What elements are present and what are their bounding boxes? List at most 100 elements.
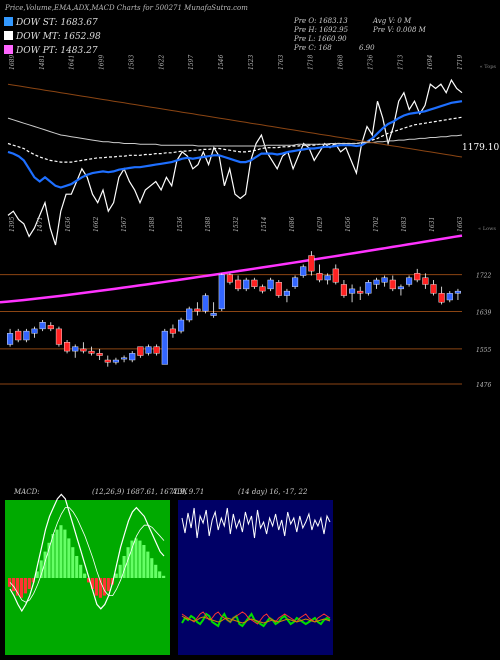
- upper-series-line-4: [7, 83, 463, 158]
- bottom-tick-label: 1567: [121, 217, 128, 232]
- candle-up: [202, 295, 209, 312]
- top-tick-label: 1546: [218, 55, 225, 70]
- macd-histogram-bar: [94, 578, 99, 596]
- candle-up: [373, 279, 380, 285]
- candle-down: [226, 274, 233, 283]
- macd-histogram-bar: [130, 540, 134, 578]
- top-tick-label: 1641: [69, 55, 76, 70]
- adx-title: ADX: [171, 488, 189, 496]
- macd-histogram-bar: [79, 564, 83, 578]
- macd-histogram-bar: [63, 529, 67, 578]
- top-tick-label: 1481: [39, 55, 46, 70]
- bottom-tick-label: 1686: [289, 217, 296, 232]
- adx-line-3: [181, 615, 331, 624]
- macd-histogram-bar: [122, 556, 126, 578]
- candle-down: [169, 328, 176, 334]
- upper-price-chart: « Tops « Lows 1179.10 1689 1481 1641 1699 15…: [7, 55, 499, 246]
- bottom-tick-label: 1683: [401, 217, 408, 232]
- macd-histogram-bar: [146, 551, 150, 578]
- candle-up: [349, 288, 356, 294]
- macd-histogram-bar: [15, 578, 20, 596]
- adx-panel: [178, 500, 333, 655]
- top-tick-label: 1713: [397, 55, 404, 70]
- avg-volume: Avg V: 0 M: [372, 17, 412, 25]
- chart-title: Price,Volume,EMA,ADX,MACD Charts for 500…: [4, 4, 248, 12]
- candle-down: [47, 325, 54, 330]
- macd-histogram-bar: [126, 547, 130, 578]
- macd-histogram-bar: [118, 564, 122, 578]
- macd-params: (12,26,9) 1687.61, 1677.9, 9.71: [92, 488, 204, 496]
- top-tick-label: 1597: [188, 55, 195, 70]
- macd-signal-line: [9, 507, 165, 603]
- candle-down: [137, 346, 144, 356]
- candle-up: [23, 330, 30, 341]
- candle-down: [88, 350, 95, 354]
- candle-up: [161, 330, 168, 365]
- top-tick-label: 1689: [9, 55, 16, 70]
- macd-histogram-bar: [71, 547, 75, 578]
- legend-pt: DOW PT: 1483.27: [15, 46, 98, 56]
- candle-up: [324, 275, 331, 281]
- candle-down: [80, 348, 87, 352]
- top-tick-label: 1668: [338, 55, 345, 70]
- macd-histogram-bar: [102, 578, 106, 596]
- bottom-tick-label: 1536: [177, 217, 184, 232]
- candle-down: [438, 293, 445, 303]
- macd-histogram-bar: [35, 571, 39, 578]
- candle-down: [251, 279, 258, 287]
- candle-up: [145, 346, 152, 354]
- bottom-tick-label: 1663: [457, 217, 464, 232]
- level-label: 1476: [476, 382, 491, 389]
- candle-down: [64, 342, 71, 352]
- candle-down: [96, 353, 103, 356]
- candle-down: [414, 273, 421, 281]
- right-value-label: 1179.10: [462, 143, 499, 153]
- pre-volume: Pre V: 0.008 M: [372, 26, 427, 34]
- bottom-tick-label: 1656: [345, 217, 352, 232]
- pre-high: Pre H: 1692.95: [293, 26, 349, 34]
- legend-swatch-st: [4, 17, 13, 26]
- pre-low: Pre L: 1660.90: [293, 35, 347, 43]
- macd-histogram-bar: [138, 540, 142, 578]
- candle-up: [300, 266, 307, 276]
- candle-down: [340, 284, 347, 296]
- bottom-tick-label: 1395: [9, 217, 16, 232]
- candle-down: [104, 359, 111, 363]
- macd-histogram-bar: [55, 529, 59, 578]
- legend-mt: DOW MT: 1652.98: [15, 32, 101, 42]
- candle-down: [430, 284, 437, 294]
- bottom-tick-label: 1631: [429, 217, 436, 232]
- candle-up: [218, 274, 225, 310]
- macd-histogram-bar: [39, 560, 43, 578]
- macd-histogram-bar: [142, 545, 146, 578]
- candle-down: [153, 346, 160, 354]
- upper-series-line-1: [7, 100, 463, 189]
- top-tick-label: 1622: [158, 55, 165, 70]
- top-tick-label: 1719: [457, 55, 464, 70]
- bottom-tick-label: 1702: [373, 217, 380, 232]
- extra-value: 6.90: [359, 44, 375, 52]
- bottom-tick-label: 1471: [37, 217, 44, 232]
- candle-down: [308, 255, 315, 272]
- top-tick-label: 1718: [308, 55, 315, 70]
- candle-chart: 1722 1639 1555 1476: [0, 234, 491, 389]
- legend-swatch-pt: [4, 45, 13, 54]
- upper-series-line-2: [7, 116, 463, 163]
- macd-histogram-bar: [83, 573, 87, 578]
- bottom-tick-label: 1629: [317, 217, 324, 232]
- bottom-tick-label: 1662: [93, 217, 100, 232]
- candle-up: [129, 353, 136, 361]
- candle-down: [389, 279, 396, 290]
- pre-open: Pre O: 1683.13: [293, 17, 348, 25]
- candle-down: [357, 290, 364, 294]
- macd-histogram-bar: [98, 578, 103, 598]
- macd-histogram-bar: [158, 571, 162, 578]
- top-tick-label: 1699: [99, 55, 106, 70]
- macd-line: [9, 493, 165, 613]
- macd-histogram-bar: [47, 542, 51, 578]
- bottom-tick-label: 1588: [205, 217, 212, 232]
- level-label: 1722: [476, 273, 491, 280]
- legend-swatch-mt: [4, 31, 13, 40]
- macd-histogram-bar: [19, 578, 24, 598]
